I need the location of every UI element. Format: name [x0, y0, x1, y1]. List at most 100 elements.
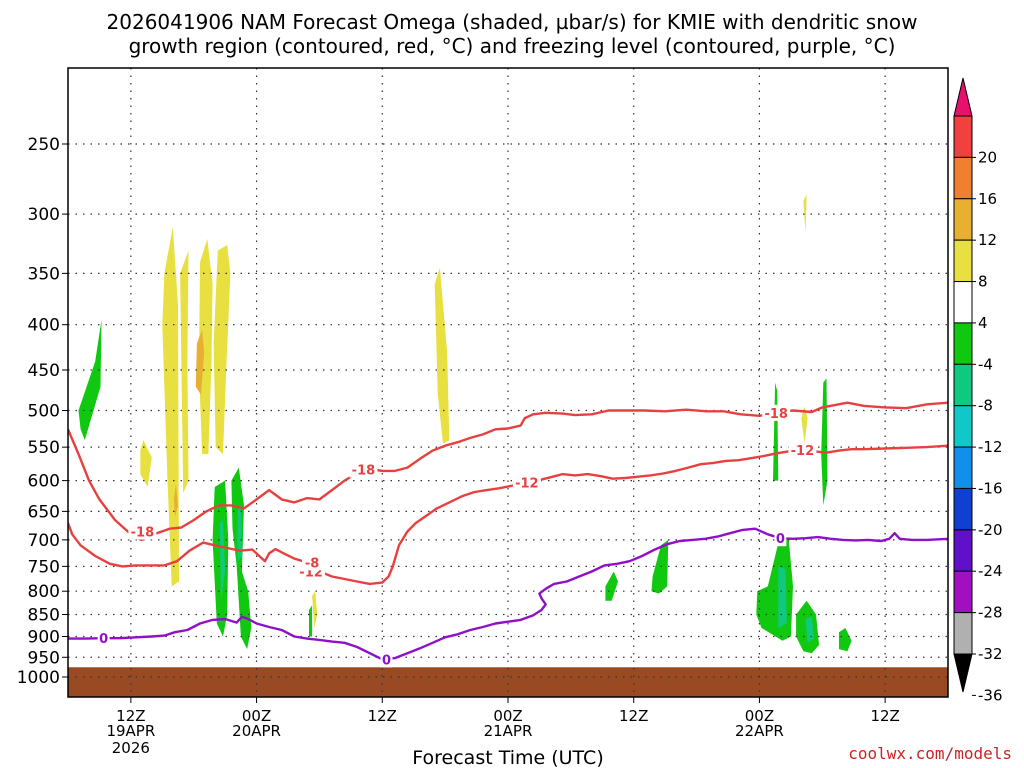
x-tick-date-48: 21APR [484, 722, 533, 740]
contour-label-bg-5 [512, 474, 541, 491]
omega-region-14 [219, 520, 226, 601]
contour-label-bg-2 [762, 404, 791, 421]
x-axis-label: Forecast Time (UTC) [412, 747, 603, 768]
colorbar-label-3: 8 [978, 273, 988, 291]
contour-label-7: 0 [99, 632, 108, 647]
contour-label-bg-6 [788, 441, 817, 458]
colorbar-label-0: 20 [978, 148, 997, 166]
contour-label-0: -18 [131, 526, 155, 541]
y-tick-label-800: 800 [28, 582, 60, 602]
contour--12-1 [68, 444, 948, 586]
colorbar-label-6: -8 [978, 397, 993, 415]
colorbar-swatch-8 [953, 446, 973, 489]
ground-layer [68, 667, 948, 697]
y-tick-label-900: 900 [28, 627, 60, 647]
colorbar-label-13: -36 [978, 686, 1003, 704]
contour-label-5: -12 [515, 477, 539, 492]
contour-label-bg-1 [349, 461, 378, 478]
contour-label-bg-8 [380, 651, 393, 668]
colorbar-swatch-1 [953, 156, 973, 200]
colorbar-swatch-2 [953, 198, 973, 241]
y-tick-label-600: 600 [28, 472, 60, 492]
contour-label-6: -12 [791, 444, 815, 459]
colorbar-swatch-9 [953, 487, 973, 531]
colorbar-swatch-0 [953, 115, 973, 158]
colorbar-label-12: -32 [978, 645, 1003, 663]
x-tick-date-12: 19APR [106, 722, 155, 740]
colorbar-label-2: 12 [978, 231, 997, 249]
y-tick-label-400: 400 [28, 316, 60, 336]
colorbar-bottom-arrow [953, 653, 973, 693]
omega-region-17 [605, 571, 618, 601]
omega-region-7 [312, 591, 318, 628]
contour-label-bg-9 [774, 530, 787, 547]
x-tick-date-72: 22APR [735, 722, 784, 740]
colorbar-swatch-10 [953, 529, 973, 572]
y-tick-label-550: 550 [28, 438, 60, 458]
y-tick-label-750: 750 [28, 557, 60, 577]
contour-label-bg-0 [128, 523, 157, 540]
colorbar-swatch-4 [953, 281, 973, 324]
omega-region-5 [195, 329, 205, 395]
colorbar-label-11: -28 [978, 604, 1003, 622]
y-tick-label-850: 850 [28, 606, 60, 626]
omega-region-16 [309, 605, 313, 637]
y-tick-label-950: 950 [28, 648, 60, 668]
contour-0-2 [68, 527, 948, 661]
colorbar-swatch-3 [953, 239, 973, 283]
x-tick-year-12: 2026 [112, 739, 150, 757]
y-tick-label-350: 350 [28, 264, 60, 284]
contour-label-bg-4 [302, 554, 323, 571]
omega-region-15 [237, 505, 242, 562]
omega-region-8 [434, 267, 450, 444]
x-tick-label-48: 00Z [493, 707, 522, 725]
colorbar-label-4: 4 [978, 314, 988, 332]
x-tick-label-12: 12Z [116, 707, 145, 725]
y-tick-label-1000: 1000 [17, 668, 60, 688]
x-tick-label-84: 12Z [870, 707, 899, 725]
y-tick-label-300: 300 [28, 205, 60, 225]
colorbar-label-10: -24 [978, 562, 1003, 580]
chart-title-line-1: 2026041906 NAM Forecast Omega (shaded, µ… [106, 10, 918, 34]
colorbar-label-8: -16 [978, 479, 1003, 497]
omega-region-20 [756, 534, 793, 641]
omega-region-13 [231, 467, 252, 650]
colorbar-swatch-11 [953, 570, 973, 614]
colorbar-swatch-5 [953, 322, 973, 365]
omega-region-25 [839, 627, 852, 652]
colorbar-label-7: -12 [978, 438, 1003, 456]
omega-region-1 [162, 226, 179, 587]
contour-label-1: -18 [352, 464, 376, 479]
contour-label-2: -18 [764, 407, 788, 422]
omega-region-19 [773, 382, 779, 481]
omega-region-21 [778, 566, 787, 628]
x-tick-label-72: 00Z [745, 707, 774, 725]
omega-region-24 [821, 378, 828, 506]
chart-title-line-2: growth region (contoured, red, °C) and f… [128, 34, 896, 58]
y-tick-label-450: 450 [28, 361, 60, 381]
x-tick-label-24: 00Z [242, 707, 271, 725]
axes: 2503003504004505005506006507007508008509… [17, 67, 949, 768]
y-tick-label-250: 250 [28, 135, 60, 155]
colorbar-label-9: -20 [978, 521, 1003, 539]
omega-region-6 [173, 483, 178, 518]
y-tick-label-650: 650 [28, 502, 60, 522]
omega-region-4 [213, 244, 231, 455]
x-tick-date-24: 20APR [232, 722, 281, 740]
omega-region-3 [199, 238, 213, 455]
contour-label-9: 0 [776, 532, 785, 547]
contour-label-bg-7 [97, 630, 110, 647]
omega-region-2 [180, 250, 189, 494]
colorbar-top-arrow [953, 77, 973, 117]
contour-label-4: -8 [305, 556, 319, 571]
omega-region-9 [803, 194, 807, 233]
colorbar-label-5: -4 [978, 355, 993, 373]
x-tick-label-60: 12Z [619, 707, 648, 725]
credit-text: coolwx.com/models [848, 744, 1012, 763]
omega-region-18 [651, 539, 669, 594]
omega-region-0 [140, 440, 152, 487]
x-tick-label-36: 12Z [368, 707, 397, 725]
